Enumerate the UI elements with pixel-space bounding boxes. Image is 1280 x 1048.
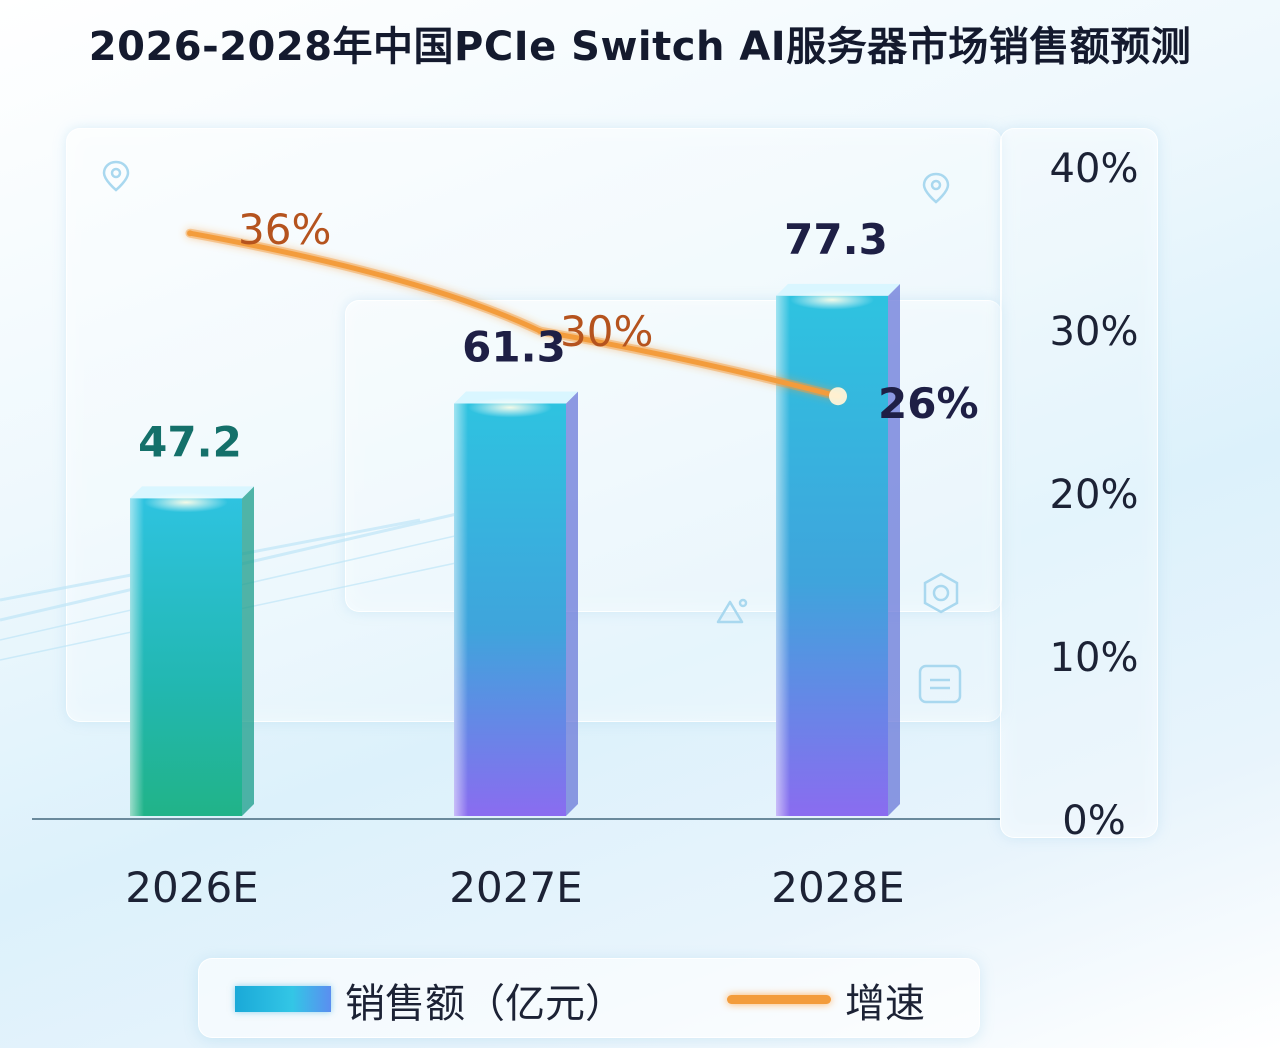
y2-tick-label: 20% [1050,472,1139,518]
y2-tick-label: 40% [1050,146,1139,192]
bar-side [566,391,578,816]
right-axis-panel [1000,128,1158,838]
y2-tick-label: 10% [1050,635,1139,681]
triangle-shapes-icon [716,598,748,624]
bar-2027E [454,391,578,816]
hexagon-icon [923,572,959,614]
location-pin-icon [102,160,130,192]
growth-value-label: 26% [878,379,979,428]
bar-front [776,295,888,816]
x-tick-label: 2027E [449,863,582,912]
chart-title: 2026-2028年中国PCIe Switch AI服务器市场销售额预测 [88,24,1192,70]
growth-point [829,387,847,406]
document-icon [918,664,962,704]
bar-value-label: 47.2 [138,417,242,466]
bar-top-glow [790,289,874,310]
legend-line-swatch [727,995,831,1004]
x-tick-label: 2028E [771,863,904,912]
y2-tick-label: 30% [1050,309,1139,355]
legend-label-growth: 增速 [845,981,925,1027]
location-pin-icon [922,172,950,204]
growth-value-label: 30% [560,307,653,356]
growth-point [537,328,543,334]
bar-highlight [776,295,790,816]
bar-value-label: 61.3 [462,323,566,372]
growth-value-label: 36% [238,205,331,254]
bar-top-glow [468,397,552,418]
bar-highlight [130,498,144,816]
chart-legend: 销售额（亿元） 增速 [198,958,980,1038]
legend-bar-swatch [235,986,331,1012]
y2-tick-label: 0% [1062,798,1125,844]
bar-2026E [130,486,254,816]
bar-side [888,283,900,816]
bar-front [130,498,242,816]
bar-top-glow [144,492,228,513]
legend-label-sales: 销售额（亿元） [345,981,625,1027]
growth-point [187,230,193,237]
bar-2028E [776,283,900,816]
bar-side [242,486,254,816]
x-tick-label: 2026E [125,863,258,912]
bar-highlight [454,403,468,816]
bar-value-label: 77.3 [784,215,888,264]
bar-front [454,403,566,816]
